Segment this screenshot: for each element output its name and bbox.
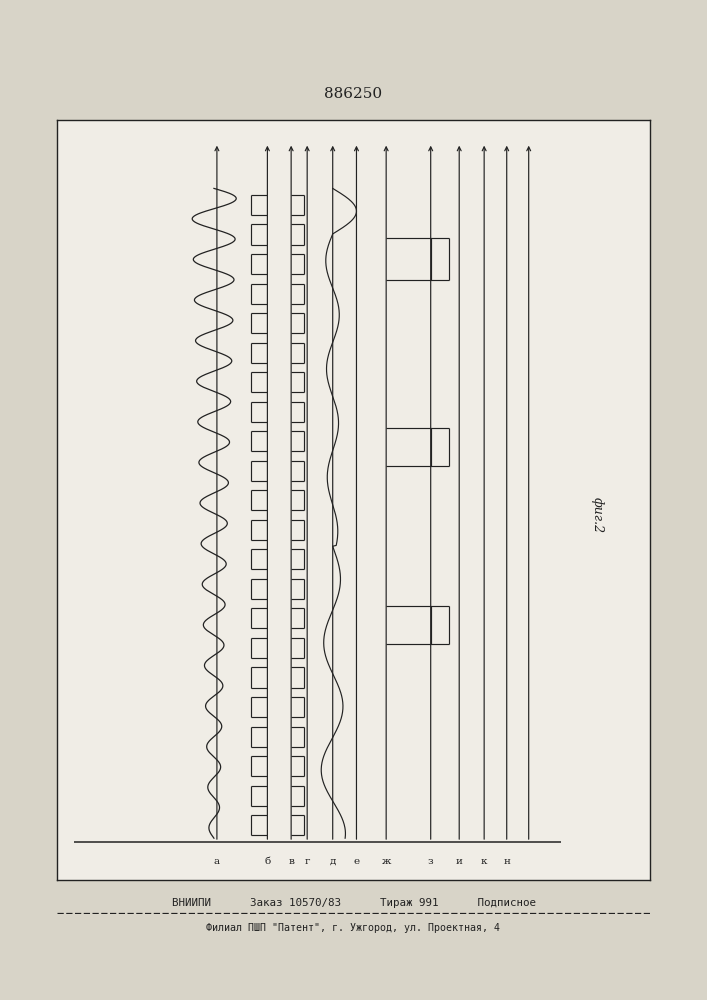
Text: ж: ж (382, 857, 391, 866)
Text: к: к (481, 857, 487, 866)
Text: а: а (214, 857, 220, 866)
Text: фиг.2: фиг.2 (590, 497, 604, 533)
Text: н: н (503, 857, 510, 866)
Text: г: г (305, 857, 310, 866)
Text: ВНИИПИ      Заказ 10570/83      Тираж 991      Подписное: ВНИИПИ Заказ 10570/83 Тираж 991 Подписно… (172, 898, 535, 908)
Text: и: и (456, 857, 462, 866)
Text: з: з (428, 857, 433, 866)
Text: Филиал ПШП "Патент", г. Ужгород, ул. Проектная, 4: Филиал ПШП "Патент", г. Ужгород, ул. Про… (206, 923, 501, 933)
Text: 886250: 886250 (325, 87, 382, 101)
Text: б: б (264, 857, 271, 866)
Text: е: е (354, 857, 360, 866)
Text: в: в (288, 857, 294, 866)
Text: д: д (329, 857, 336, 866)
